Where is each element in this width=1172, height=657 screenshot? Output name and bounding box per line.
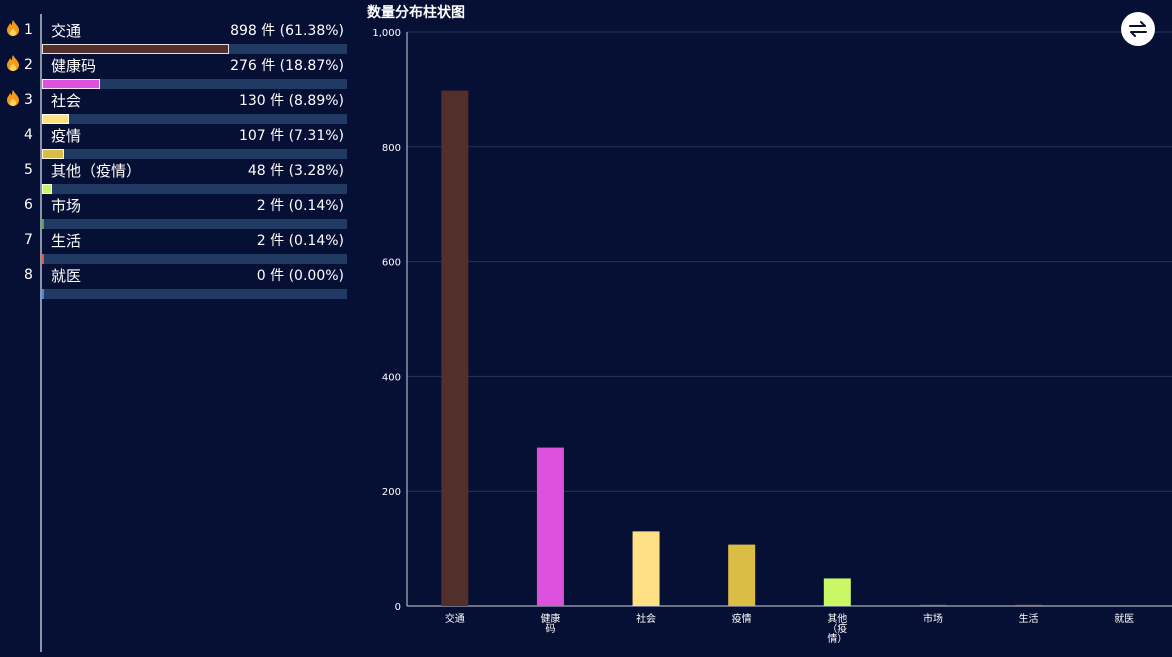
rank-item: 7 生活 2 件 (0.14%) (0, 210, 360, 264)
rank-number: 6 (24, 197, 33, 213)
bar[interactable] (632, 531, 660, 606)
rank-progress-fill (42, 149, 65, 159)
rank-progress-track (42, 219, 347, 229)
rank-progress-track (42, 114, 347, 124)
rank-number: 8 (24, 267, 33, 283)
bar[interactable] (1015, 604, 1043, 606)
rank-progress-track (42, 254, 347, 264)
rank-category-name: 其他（疫情） (51, 162, 142, 180)
y-tick-label: 200 (382, 487, 401, 498)
x-tick-label: 情） (827, 632, 847, 645)
y-tick-label: 400 (382, 372, 401, 383)
rank-progress-track (42, 149, 347, 159)
swap-arrows-icon (1129, 21, 1147, 37)
flame-icon (7, 90, 19, 106)
bar[interactable] (728, 544, 756, 606)
rank-progress-fill (42, 79, 100, 89)
rank-count-value: 2 件 (0.14%) (256, 233, 344, 249)
bar[interactable] (823, 578, 851, 606)
x-tick-label: 疫情 (732, 612, 752, 625)
rank-progress-fill (42, 114, 70, 124)
x-tick-label: 交通 (445, 612, 465, 625)
y-tick-label: 1,000 (372, 28, 401, 39)
rank-progress-fill (42, 219, 44, 229)
bar[interactable] (536, 447, 564, 606)
x-tick-label: 码 (545, 623, 555, 635)
rank-item: 1 交通 898 件 (61.38%) (0, 0, 360, 54)
rank-progress-fill (42, 289, 44, 299)
rank-number: 2 (24, 57, 33, 73)
rank-item: 8 就医 0 件 (0.00%) (0, 245, 360, 299)
rank-item: 5 其他（疫情） 48 件 (3.28%) (0, 140, 360, 194)
rank-category-name: 疫情 (51, 127, 82, 145)
rank-number: 3 (24, 92, 33, 108)
rank-item: 6 市场 2 件 (0.14%) (0, 175, 360, 229)
rank-progress-track (42, 79, 347, 89)
rank-count-value: 130 件 (8.89%) (238, 93, 344, 109)
rank-count-value: 0 件 (0.00%) (256, 268, 344, 284)
rank-progress-track (42, 184, 347, 194)
rank-category-name: 就医 (51, 267, 82, 285)
rank-count-value: 107 件 (7.31%) (238, 128, 344, 144)
bar[interactable] (441, 90, 469, 607)
rank-progress-fill (42, 44, 230, 54)
x-tick-label: 就医 (1114, 612, 1134, 625)
rank-category-name: 健康码 (51, 57, 97, 75)
rank-progress-track (42, 44, 347, 54)
chart-title: 数量分布柱状图 (367, 5, 465, 21)
x-tick-label: 健康 (540, 612, 560, 625)
x-tick-label: 市场 (923, 612, 943, 625)
rank-count-value: 276 件 (18.87%) (230, 58, 344, 74)
y-tick-label: 0 (395, 602, 401, 613)
y-tick-label: 600 (382, 258, 401, 269)
rank-category-name: 生活 (51, 232, 82, 250)
rank-number: 7 (24, 232, 33, 248)
rank-count-value: 2 件 (0.14%) (256, 198, 344, 214)
x-tick-label: 社会 (636, 612, 656, 625)
rank-item: 4 疫情 107 件 (7.31%) (0, 105, 360, 159)
rank-item: 3 社会 130 件 (8.89%) (0, 70, 360, 124)
rank-category-name: 市场 (51, 197, 82, 215)
rank-progress-fill (42, 254, 44, 264)
rank-category-name: 交通 (51, 22, 82, 40)
rank-progress-fill (42, 184, 52, 194)
ranking-divider (40, 14, 42, 652)
rank-number: 4 (24, 127, 33, 143)
rank-count-value: 48 件 (3.28%) (247, 163, 344, 179)
rank-number: 1 (24, 22, 33, 38)
rank-progress-track (42, 289, 347, 299)
bar[interactable] (919, 604, 947, 606)
flame-icon (7, 20, 19, 36)
switch-chart-button[interactable] (1121, 12, 1155, 46)
rank-number: 5 (24, 162, 33, 178)
rank-category-name: 社会 (51, 92, 82, 110)
rank-count-value: 898 件 (61.38%) (230, 23, 344, 39)
y-tick-label: 800 (382, 143, 401, 154)
x-tick-label: 其他 (827, 612, 847, 625)
x-tick-label: （疫 (827, 622, 847, 635)
rank-item: 2 健康码 276 件 (18.87%) (0, 35, 360, 89)
x-tick-label: 生活 (1019, 612, 1039, 625)
flame-icon (7, 55, 19, 71)
